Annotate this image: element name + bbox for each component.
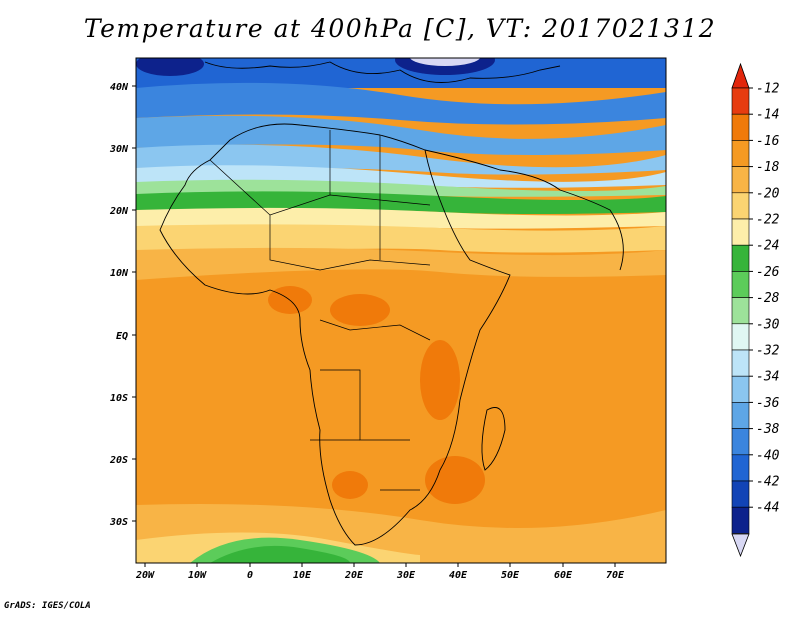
plot-frame: [135, 57, 667, 564]
lat-label: 30S: [109, 517, 128, 528]
lat-label: 10S: [110, 393, 128, 404]
colorbar-box: [731, 218, 750, 246]
grads-credit: GrADS: IGES/COLA: [4, 601, 91, 611]
colorbar-label: -38: [756, 422, 780, 437]
lon-label: 40E: [449, 570, 468, 581]
lat-label: EQ: [116, 331, 128, 342]
colorbar-label: -22: [756, 213, 780, 228]
colorbar-box: [731, 323, 750, 351]
latitude-labels: 40N 30N 20N 10N EQ 10S 20S 30S: [109, 82, 129, 528]
lat-label: 20S: [109, 455, 128, 466]
colorbar-label: -30: [756, 317, 780, 332]
lon-label: 20E: [344, 570, 364, 581]
colorbar-top-arrow: [731, 62, 750, 89]
lat-label: 30N: [109, 144, 129, 155]
lon-label: 30E: [396, 570, 416, 581]
colorbar-box: [731, 271, 750, 298]
colorbar-bottom-arrow: [731, 533, 750, 558]
colorbar-box: [731, 402, 750, 429]
lon-label: 0: [247, 570, 253, 581]
country-borders: [209, 130, 431, 491]
colorbar-label: -14: [756, 108, 779, 123]
colorbar-box: [731, 192, 750, 220]
colorbar-box: [731, 375, 750, 403]
coastlines: [159, 61, 624, 546]
colorbar-box: [731, 428, 750, 456]
longitude-labels: 20W 10W 0 10E 20E 30E 40E 50E 60E 70E: [135, 570, 625, 581]
colorbar-box: [731, 349, 750, 377]
lat-label: 10N: [110, 268, 129, 279]
lon-label: 50E: [501, 570, 520, 581]
lon-label: 70E: [606, 570, 625, 581]
colorbar-box: [731, 244, 750, 272]
lat-label: 20N: [109, 206, 129, 217]
lon-label: 10E: [293, 570, 312, 581]
colorbar: -12 -14 -16 -18 -20 -22 -24 -26 -28 -30 -32 -34 -36 -…: [731, 62, 780, 558]
colorbar-label: -26: [756, 265, 780, 280]
colorbar-box: [731, 166, 750, 194]
colorbar-label: -36: [756, 396, 780, 411]
colorbar-box: [731, 113, 750, 141]
colorbar-label: -24: [756, 239, 779, 254]
colorbar-label: -40: [756, 448, 780, 463]
colorbar-label: -32: [756, 344, 780, 359]
colorbar-box: [731, 140, 750, 167]
colorbar-label: -42: [756, 475, 780, 490]
colorbar-label: -12: [756, 82, 780, 97]
colorbar-box: [731, 480, 750, 508]
colorbar-box: [731, 87, 750, 115]
colorbar-label: -34: [756, 370, 779, 385]
colorbar-label: -18: [756, 160, 780, 175]
lon-label: 10W: [188, 570, 207, 581]
colorbar-label: -44: [756, 501, 779, 516]
colorbar-box: [731, 454, 750, 482]
lat-label: 40N: [110, 82, 129, 93]
colorbar-label: -20: [756, 186, 780, 201]
colorbar-box: [731, 297, 750, 325]
temperature-field: [136, 58, 666, 563]
colorbar-label: -16: [756, 134, 780, 149]
lon-label: 60E: [554, 570, 573, 581]
colorbar-label: -28: [756, 291, 780, 306]
map-title: Temperature at 400hPa [C], VT: 201702131…: [83, 14, 717, 43]
lon-label: 20W: [135, 570, 155, 581]
colorbar-box: [731, 506, 750, 534]
